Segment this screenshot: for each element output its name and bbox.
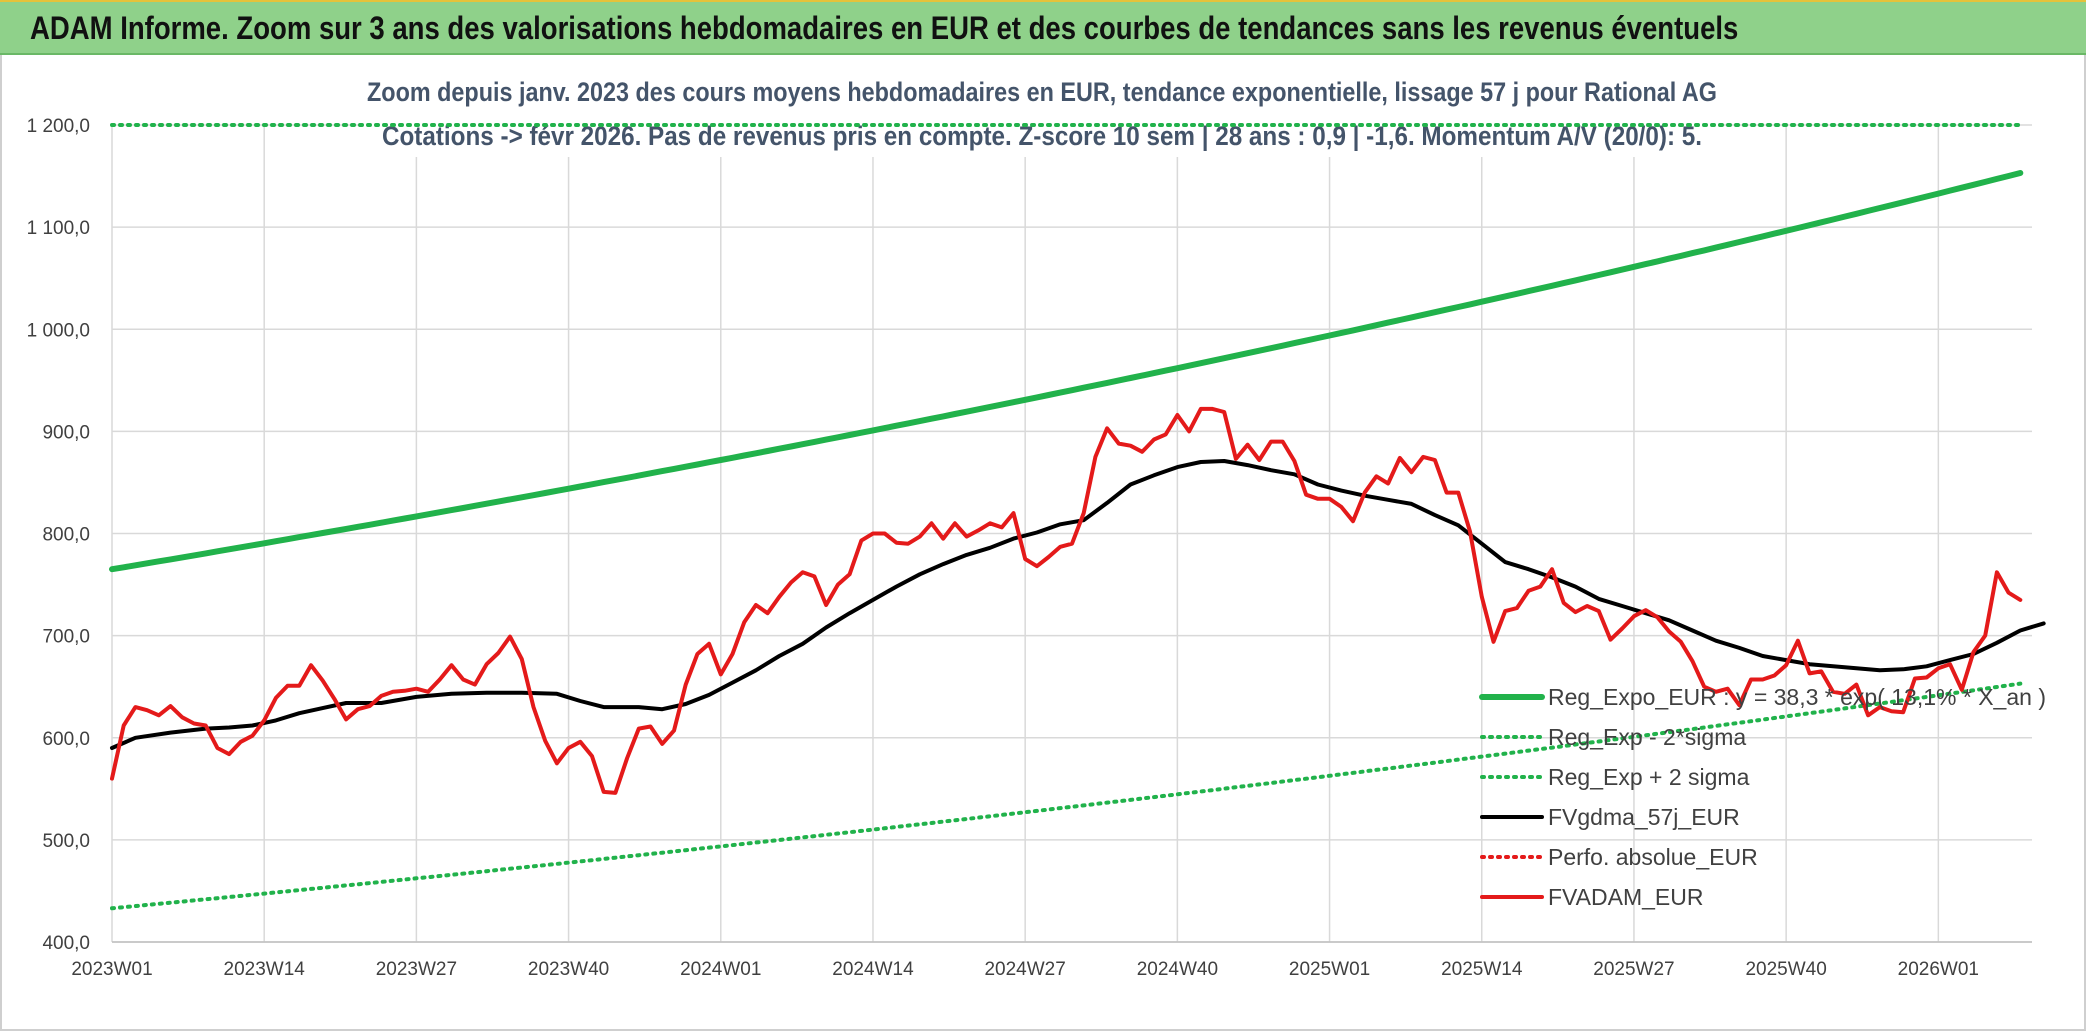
x-tick-label: 2025W40 (1745, 959, 1826, 980)
chart-area: 400,0 500,0 600,0 700,0 800,0 900,0 1 000,0 1 1… (0, 55, 2086, 1031)
y-tick-label: 600,0 (42, 729, 90, 750)
reg-expo-line (109, 170, 2024, 573)
x-tick-label: 2024W01 (680, 959, 761, 980)
x-tick-label: 2024W14 (832, 959, 914, 980)
y-tick-label: 400,0 (42, 933, 90, 954)
y-tick-label: 1 200,0 (27, 116, 90, 137)
series-layer (109, 123, 2046, 911)
x-tick-label: 2026W01 (1898, 959, 1979, 980)
x-tick-label: 2025W27 (1593, 959, 1674, 980)
grid-layer (111, 124, 2032, 943)
fvgdma-line (110, 459, 2046, 750)
chart-svg: 400,0 500,0 600,0 700,0 800,0 900,0 1 000,0 1 1… (27, 61, 2046, 980)
legend-label: FVgdma_57j_EUR (1548, 804, 1740, 830)
x-tick-label: 2025W14 (1441, 959, 1523, 980)
x-tick-label: 2024W27 (984, 959, 1065, 980)
chart-subtitle-line1: Zoom depuis janv. 2023 des cours moyens … (367, 77, 1717, 107)
x-tick-label: 2023W01 (71, 959, 152, 980)
minus-2sigma-line (110, 681, 2023, 911)
x-tick-label: 2023W14 (224, 959, 306, 980)
y-tick-label: 800,0 (42, 525, 90, 546)
x-tick-label: 2023W40 (528, 959, 609, 980)
subtitle-layer: Zoom depuis janv. 2023 des cours moyens … (362, 61, 1722, 157)
axis-layer: 400,0 500,0 600,0 700,0 800,0 900,0 1 000,0 1 1… (27, 116, 2032, 980)
fvadam-line (110, 406, 2023, 795)
legend-label: Reg_Exp + 2 sigma (1548, 764, 1750, 790)
y-tick-label: 500,0 (42, 831, 90, 852)
y-tick-label: 1 100,0 (27, 218, 90, 239)
x-tick-label: 2025W01 (1289, 959, 1370, 980)
legend-label: Perfo. absolue_EUR (1548, 844, 1758, 870)
chart-legend: Reg_Expo_EUR : y = 38,3 * exp( 13,1% * X… (1479, 684, 2046, 910)
y-tick-label: 1 000,0 (27, 320, 90, 341)
y-tick-label: 900,0 (42, 422, 90, 443)
x-tick-label: 2023W27 (376, 959, 457, 980)
legend-label: Reg_Exp - 2*sigma (1548, 724, 1746, 750)
legend-label: Reg_Expo_EUR : y = 38,3 * exp( 13,1% * X… (1548, 684, 2046, 710)
chart-title-bar: ADAM Informe. Zoom sur 3 ans des valoris… (0, 0, 2086, 55)
chart-title: ADAM Informe. Zoom sur 3 ans des valoris… (30, 10, 1739, 46)
y-tick-label: 700,0 (42, 627, 90, 648)
subtitle-background (362, 61, 1722, 157)
legend-label: FVADAM_EUR (1548, 884, 1704, 910)
x-tick-label: 2024W40 (1137, 959, 1218, 980)
